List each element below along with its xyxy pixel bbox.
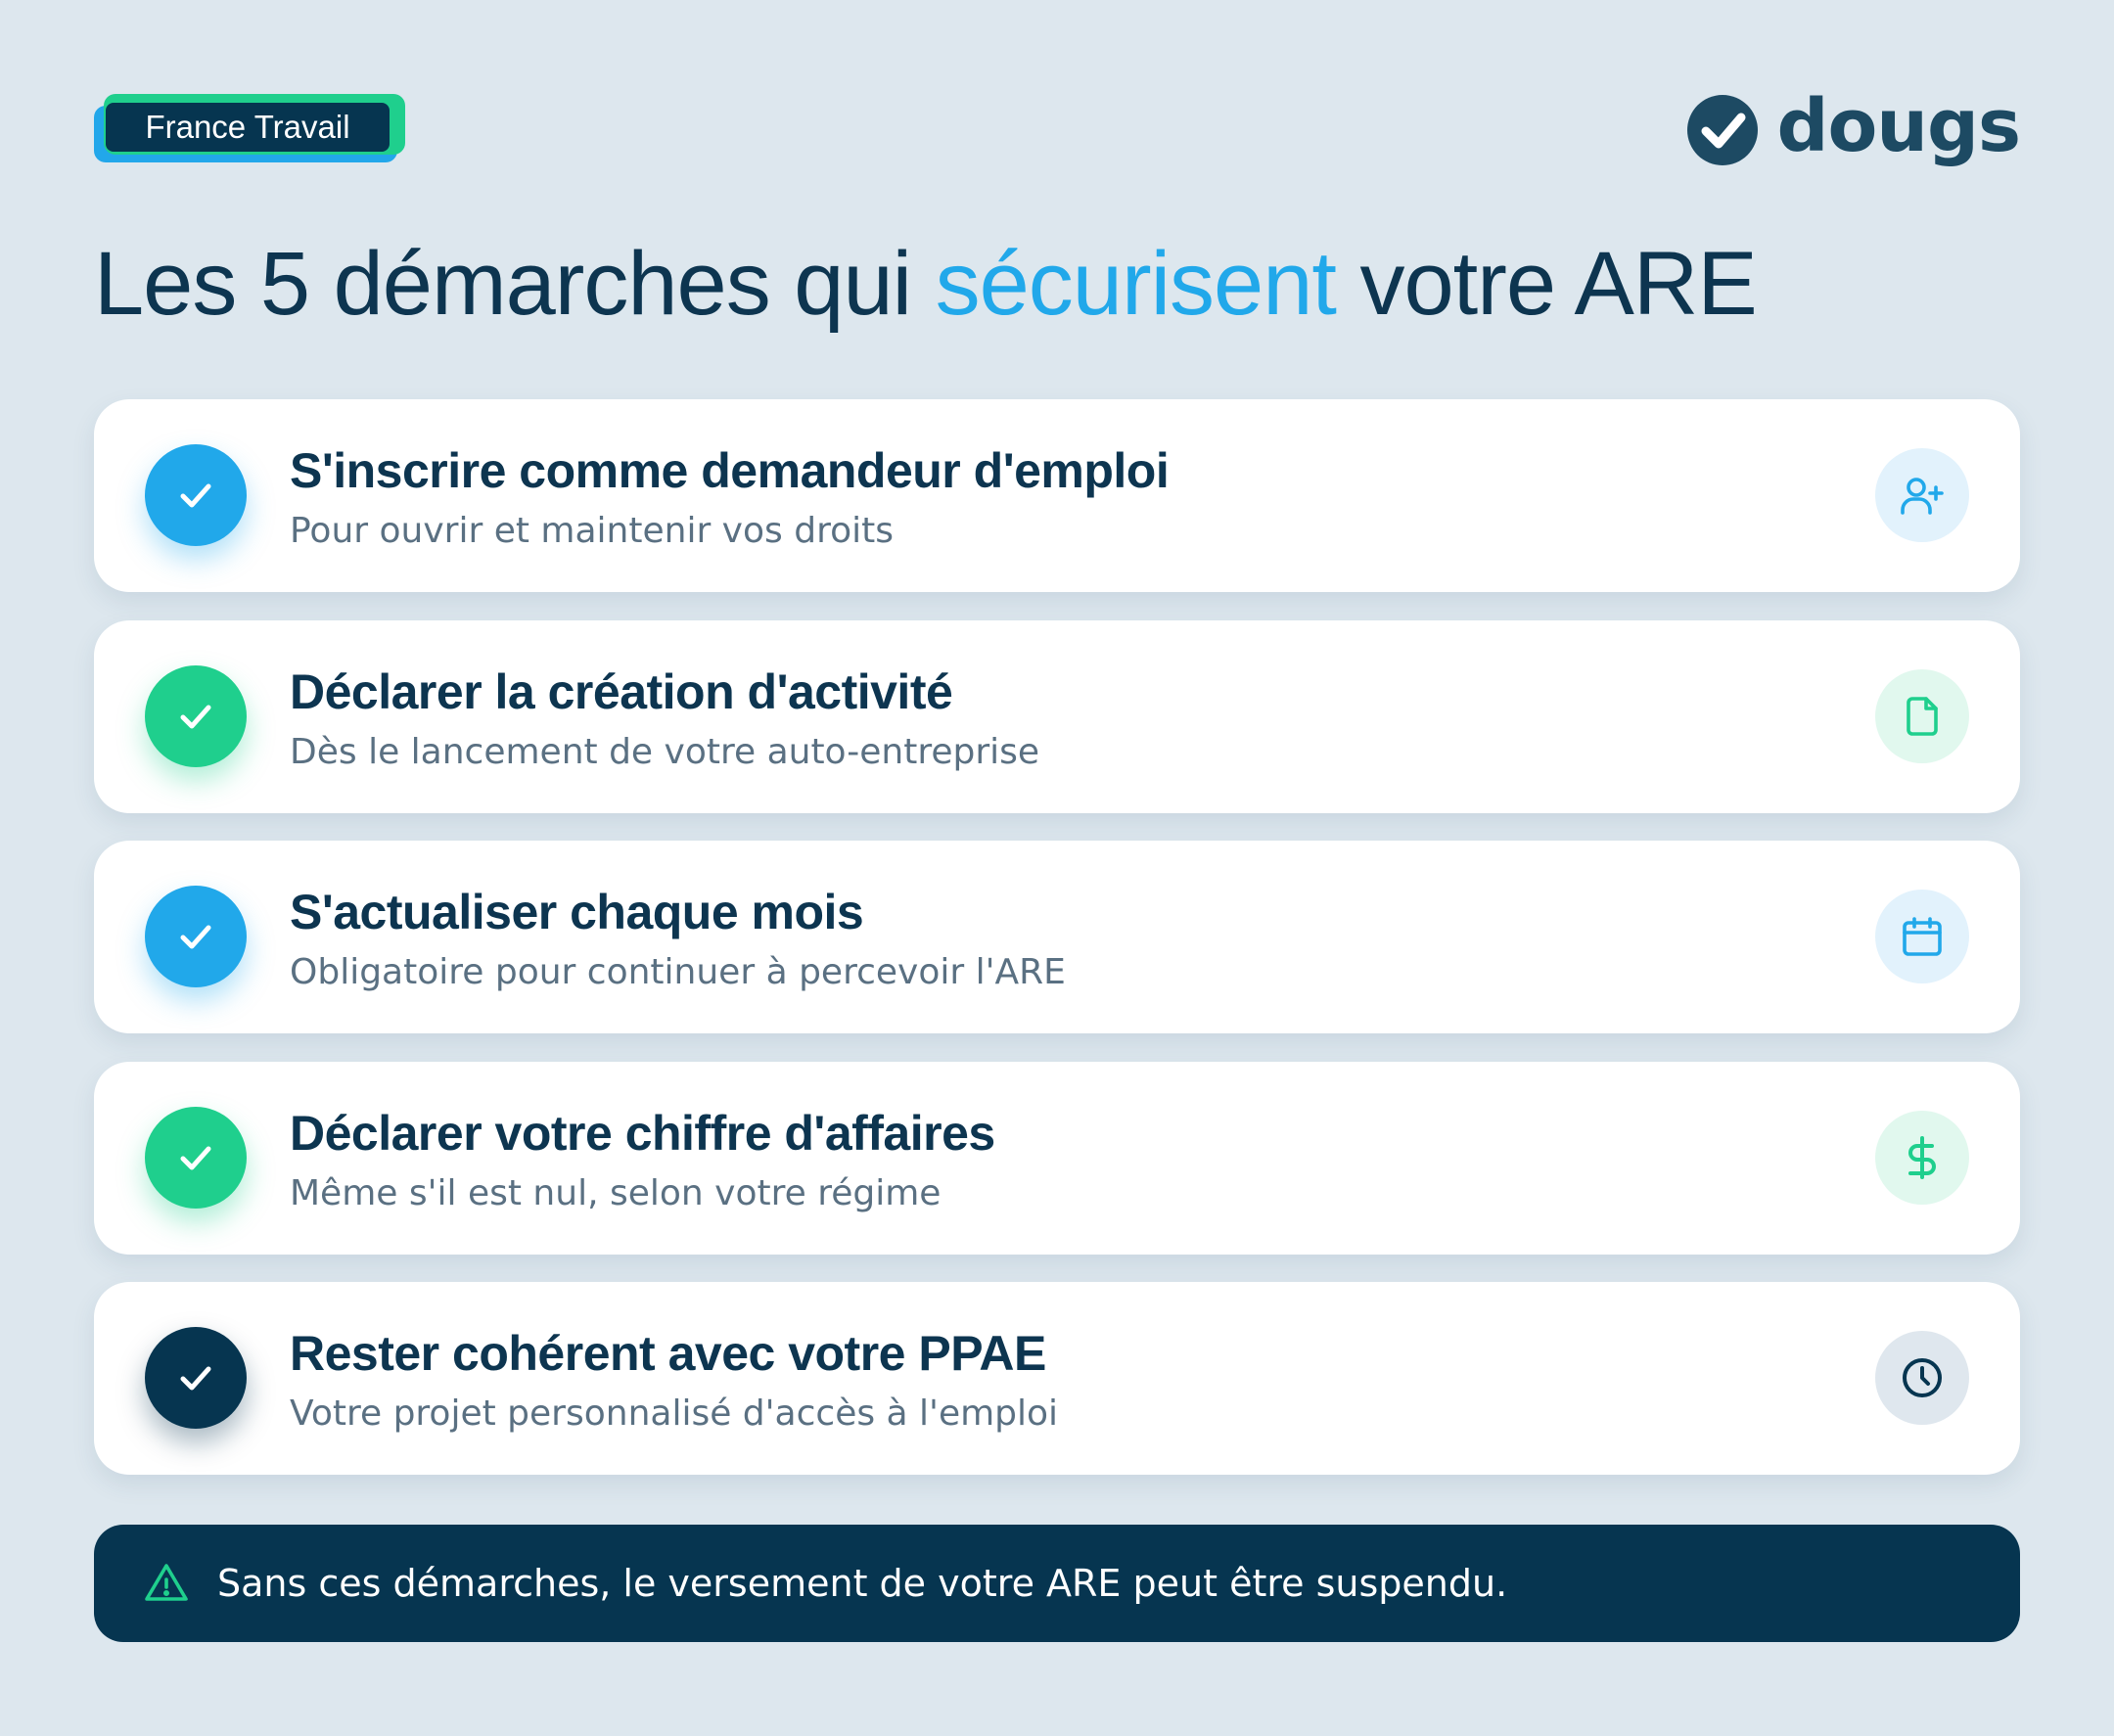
step-title: S'actualiser chaque mois bbox=[290, 885, 864, 939]
step-title: Rester cohérent avec votre PPAE bbox=[290, 1326, 1046, 1381]
source-tag: France Travail bbox=[94, 94, 405, 166]
clock-icon bbox=[1875, 1331, 1969, 1425]
document-icon bbox=[1875, 669, 1969, 763]
step-subtitle: Dès le lancement de votre auto-entrepris… bbox=[290, 732, 1040, 772]
user-plus-icon bbox=[1875, 448, 1969, 542]
step-title: Déclarer la création d'activité bbox=[290, 664, 953, 719]
warning-text: Sans ces démarches, le versement de votr… bbox=[217, 1562, 1508, 1605]
check-icon bbox=[145, 1107, 247, 1209]
step-card: S'inscrire comme demandeur d'emploi Pour… bbox=[94, 399, 2020, 592]
dollar-icon bbox=[1875, 1111, 1969, 1205]
step-subtitle: Même s'il est nul, selon votre régime bbox=[290, 1173, 942, 1213]
brand-name: dougs bbox=[1776, 84, 2021, 168]
step-subtitle: Votre projet personnalisé d'accès à l'em… bbox=[290, 1393, 1059, 1434]
warning-icon bbox=[145, 1564, 188, 1601]
page-title: Les 5 démarches qui sécurisent votre ARE bbox=[94, 233, 1758, 336]
check-icon bbox=[145, 444, 247, 546]
step-subtitle: Pour ouvrir et maintenir vos droits bbox=[290, 511, 894, 551]
step-title: S'inscrire comme demandeur d'emploi bbox=[290, 443, 1170, 498]
step-card: Rester cohérent avec votre PPAE Votre pr… bbox=[94, 1282, 2020, 1475]
title-prefix: Les 5 démarches qui bbox=[94, 234, 936, 334]
warning-banner: Sans ces démarches, le versement de votr… bbox=[94, 1525, 2020, 1642]
title-accent: sécurisent bbox=[935, 234, 1337, 334]
check-circle-logo-icon bbox=[1686, 94, 1759, 166]
check-icon bbox=[145, 665, 247, 767]
step-card: S'actualiser chaque mois Obligatoire pou… bbox=[94, 841, 2020, 1033]
step-card: Déclarer la création d'activité Dès le l… bbox=[94, 620, 2020, 813]
title-suffix: votre ARE bbox=[1335, 234, 1757, 334]
step-card: Déclarer votre chiffre d'affaires Même s… bbox=[94, 1062, 2020, 1255]
step-title: Déclarer votre chiffre d'affaires bbox=[290, 1106, 995, 1161]
check-icon bbox=[145, 1327, 247, 1429]
step-subtitle: Obligatoire pour continuer à percevoir l… bbox=[290, 952, 1066, 992]
brand-logo: dougs bbox=[1686, 90, 2021, 166]
calendar-icon bbox=[1875, 890, 1969, 983]
tag-label: France Travail bbox=[106, 103, 390, 152]
check-icon bbox=[145, 886, 247, 987]
